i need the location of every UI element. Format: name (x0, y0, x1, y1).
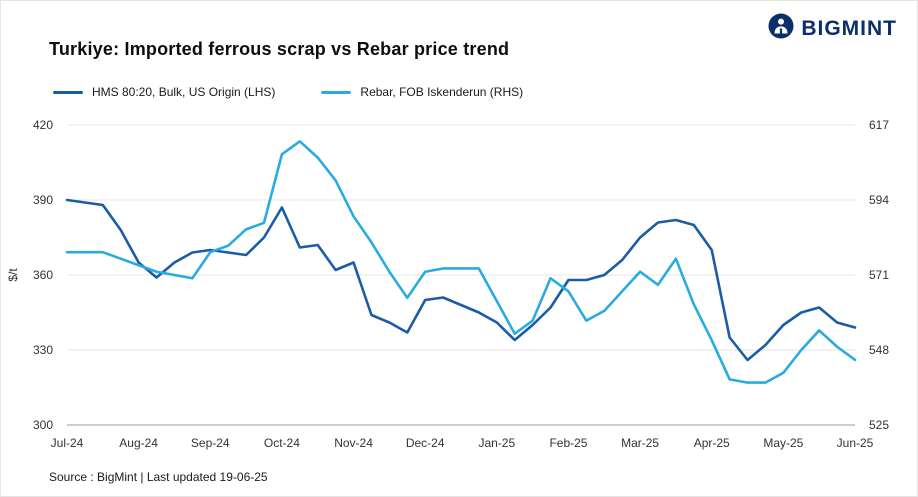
bigmint-logo-icon (768, 13, 794, 44)
legend-label-hms: HMS 80:20, Bulk, US Origin (LHS) (92, 85, 276, 99)
svg-text:Jun-25: Jun-25 (837, 436, 874, 450)
svg-text:Aug-24: Aug-24 (119, 436, 158, 450)
svg-text:Jul-24: Jul-24 (51, 436, 84, 450)
svg-text:525: 525 (869, 418, 889, 432)
svg-text:300: 300 (33, 418, 53, 432)
legend-label-rebar: Rebar, FOB Iskenderun (RHS) (360, 85, 524, 99)
chart-area: 300 330 360 390 420 525 548 571 594 617 Jul-24 Aug-… (1, 107, 917, 462)
brand-name: BIGMINT (801, 16, 897, 40)
svg-text:$/t: $/t (6, 268, 20, 282)
svg-text:May-25: May-25 (763, 436, 803, 450)
source-note: Source : BigMint | Last updated 19-06-25 (49, 470, 268, 484)
svg-text:571: 571 (869, 268, 889, 282)
svg-text:360: 360 (33, 268, 53, 282)
svg-text:Feb-25: Feb-25 (549, 436, 587, 450)
svg-text:390: 390 (33, 193, 53, 207)
svg-text:Jan-25: Jan-25 (478, 436, 515, 450)
svg-text:420: 420 (33, 118, 53, 132)
hms-line-swatch (53, 90, 83, 94)
svg-text:617: 617 (869, 118, 889, 132)
svg-text:Mar-25: Mar-25 (621, 436, 659, 450)
svg-text:594: 594 (869, 193, 889, 207)
svg-text:Oct-24: Oct-24 (264, 436, 300, 450)
price-trend-line-chart: 300 330 360 390 420 525 548 571 594 617 Jul-24 Aug-… (6, 118, 889, 450)
chart-legend: HMS 80:20, Bulk, US Origin (LHS) Rebar, … (53, 85, 523, 99)
svg-text:Dec-24: Dec-24 (406, 436, 445, 450)
svg-text:Nov-24: Nov-24 (334, 436, 373, 450)
brand-logo: BIGMINT (768, 13, 897, 44)
legend-item-hms: HMS 80:20, Bulk, US Origin (LHS) (53, 85, 275, 99)
page-title: Turkiye: Imported ferrous scrap vs Rebar… (49, 39, 510, 59)
svg-text:548: 548 (869, 343, 889, 357)
rebar-line-swatch (321, 90, 352, 94)
svg-text:Apr-25: Apr-25 (694, 436, 730, 450)
svg-text:330: 330 (33, 343, 53, 357)
svg-text:Sep-24: Sep-24 (191, 436, 230, 450)
legend-item-rebar: Rebar, FOB Iskenderun (RHS) (321, 85, 523, 99)
